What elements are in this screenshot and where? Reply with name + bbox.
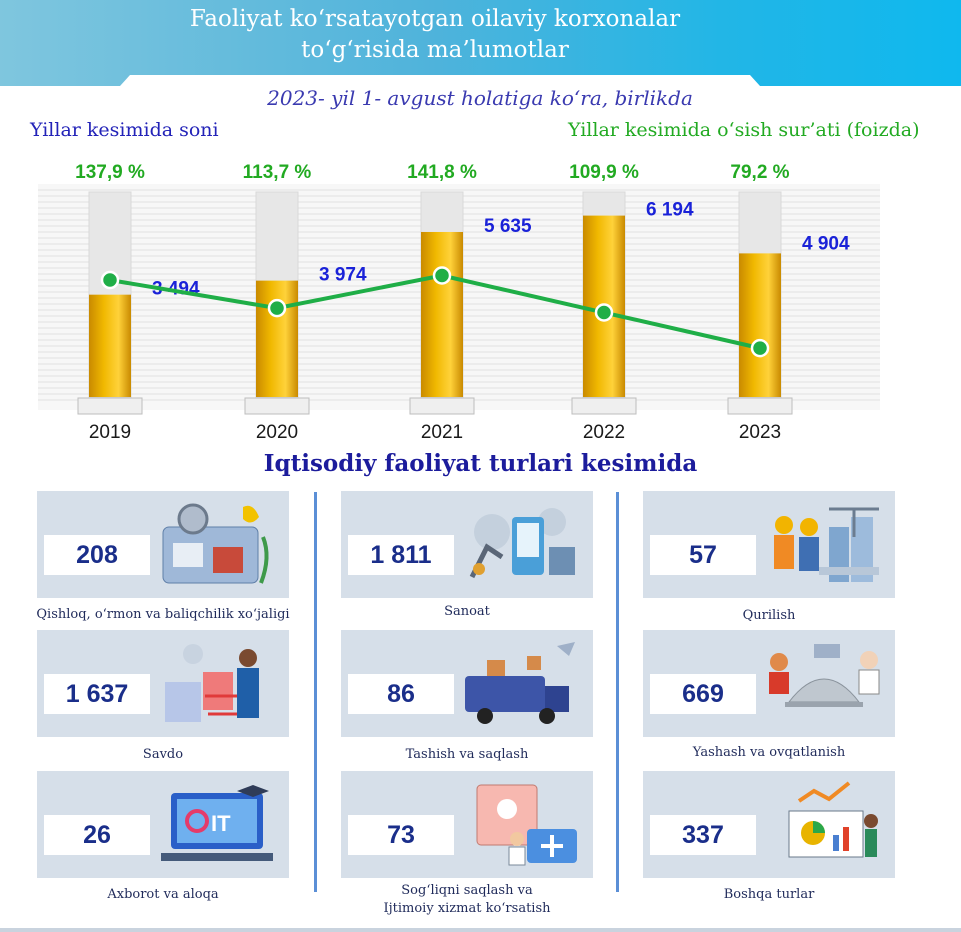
column-divider-1	[314, 492, 317, 892]
tile-other: 337	[643, 771, 895, 878]
tile-agriculture: 208	[37, 491, 289, 598]
tile-label-it: Axborot va aloqa	[107, 887, 219, 902]
growth-point	[750, 338, 770, 358]
it-icon: IT	[161, 785, 273, 861]
bar-base	[77, 397, 143, 415]
bar-base	[244, 397, 310, 415]
x-tick-label: 2023	[739, 422, 781, 443]
bar-base	[409, 397, 475, 415]
tile-value: 1 637	[44, 674, 150, 714]
value-label: 5 635	[484, 216, 532, 237]
tile-health: 73	[341, 771, 593, 878]
tile-label-transport: Tashish va saqlash	[405, 747, 529, 762]
tile-label-trade: Savdo	[142, 747, 184, 762]
growth-label: Yillar kesimida o‘sish sur’ati (foizda)	[568, 119, 920, 141]
growth-point	[432, 266, 452, 285]
bar-2023	[739, 253, 781, 397]
industry-icon	[469, 508, 575, 579]
page-title-line1: Faoliyat ko‘rsatayotgan oilaviy korxonal…	[189, 6, 681, 32]
header-notch	[0, 75, 961, 90]
tile-it: 26 IT	[37, 771, 289, 878]
tile-label-agriculture: Qishloq, o‘rmon va baliqchilik xo‘jaligi	[36, 607, 290, 622]
tile-label-health-1: Sog‘liqni saqlash va	[401, 883, 533, 898]
tile-transport: 86	[341, 630, 593, 737]
trade-icon	[165, 644, 259, 722]
count-label: Yillar kesimida soni	[30, 119, 219, 141]
tile-label-other: Boshqa turlar	[723, 887, 815, 902]
bar-2019	[89, 294, 131, 397]
growth-point	[100, 270, 120, 290]
tile-value: 208	[44, 535, 150, 575]
value-label: 4 904	[802, 233, 850, 254]
food-service-icon	[769, 644, 880, 707]
x-tick-label: 2022	[583, 422, 625, 443]
tile-construction: 57	[643, 491, 895, 598]
tile-label-construction: Qurilish	[742, 608, 796, 623]
percent-label: 137,9 %	[75, 162, 145, 183]
bar-base	[727, 397, 793, 415]
tile-label-food-service: Yashash va ovqatlanish	[692, 745, 846, 760]
tile-industry: 1 811	[341, 491, 593, 598]
x-tick-label: 2019	[89, 422, 131, 443]
header-banner	[0, 0, 961, 86]
growth-point	[267, 298, 287, 318]
health-icon	[476, 784, 577, 866]
construction-icon	[774, 507, 879, 582]
percent-label: 109,9 %	[569, 162, 639, 183]
tile-label-industry: Sanoat	[444, 604, 490, 619]
tile-trade: 1 637	[37, 630, 289, 737]
page-title-line2: to‘g‘risida ma’lumotlar	[301, 37, 569, 63]
growth-point	[594, 303, 614, 322]
section-title: Iqtisodiy faoliyat turlari kesimida	[263, 450, 698, 477]
agriculture-icon	[162, 503, 269, 584]
tile-value: 73	[348, 815, 454, 855]
bar-2021	[421, 231, 463, 397]
tile-value: 669	[650, 674, 756, 714]
percent-label: 113,7 %	[243, 162, 312, 183]
tile-label-health-2: Ijtimoiy xizmat ko‘rsatish	[383, 901, 551, 916]
value-label: 3 974	[319, 265, 367, 286]
bottom-rule	[0, 928, 961, 932]
percent-label: 79,2 %	[730, 162, 789, 183]
tile-value: 57	[650, 535, 756, 575]
analytics-icon	[788, 781, 878, 858]
x-tick-label: 2021	[421, 422, 463, 443]
tile-value: 86	[348, 674, 454, 714]
svg-text:IT: IT	[211, 811, 231, 836]
tile-value: 1 811	[348, 535, 454, 575]
value-label: 6 194	[646, 200, 694, 221]
bar-2020	[256, 280, 298, 397]
x-tick-label: 2020	[256, 422, 298, 443]
bar-base	[571, 397, 637, 415]
tile-value: 26	[44, 815, 150, 855]
transport-icon	[465, 642, 575, 724]
tile-food-service: 669	[643, 630, 895, 737]
percent-label: 141,8 %	[407, 162, 477, 183]
column-divider-2	[616, 492, 619, 892]
page-subtitle: 2023- yil 1- avgust holatiga ko‘ra, birl…	[267, 86, 693, 110]
tile-value: 337	[650, 815, 756, 855]
